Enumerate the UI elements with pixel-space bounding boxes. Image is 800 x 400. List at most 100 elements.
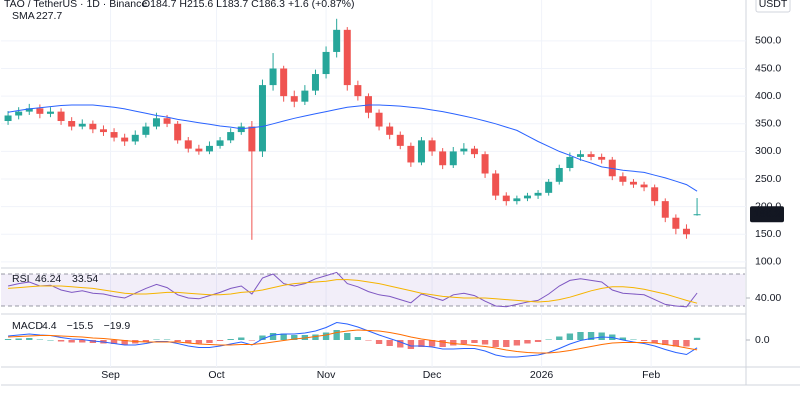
candle-body	[492, 173, 500, 196]
macd-histogram-bar	[662, 340, 669, 345]
indicator-line	[8, 279, 698, 304]
candle-body	[386, 126, 394, 135]
legend-value: 4.4	[42, 320, 57, 332]
candle-body	[36, 108, 44, 114]
candle-body	[184, 140, 192, 149]
candle-body	[651, 187, 659, 202]
y-tick-label: 0.0	[755, 334, 770, 346]
macd-histogram-bar	[259, 335, 266, 340]
candle-body	[640, 184, 648, 188]
candle-body	[68, 121, 76, 127]
candle-body	[46, 111, 54, 114]
macd-histogram-bar	[481, 340, 489, 345]
candle-body	[354, 85, 362, 97]
macd-histogram-bar	[227, 339, 234, 340]
candle-body	[237, 126, 245, 133]
candle-body	[693, 214, 701, 216]
candle-body	[57, 111, 65, 122]
rsi-band	[1, 274, 745, 306]
candle-body	[205, 145, 213, 152]
macd-histogram-bar	[471, 340, 478, 343]
y-tick-label: 250.0	[755, 173, 781, 185]
indicator-line	[7, 271, 698, 308]
x-tick-label: Oct	[208, 369, 224, 381]
macd-histogram-bar	[280, 333, 287, 340]
candle-body	[396, 134, 404, 146]
candle-body	[364, 96, 372, 113]
candle-body	[290, 96, 298, 102]
candle-body	[269, 68, 277, 86]
candle-body	[248, 126, 256, 152]
macd-histogram-bar	[460, 340, 468, 344]
macd-histogram-bar	[587, 332, 595, 340]
ohlc-legend: O184.7 H215.6 L183.7 C186.3 +1.6 (+0.87%…	[142, 0, 355, 10]
candle-body	[587, 154, 595, 157]
candle-body	[142, 126, 150, 135]
candle-body	[513, 198, 521, 202]
macd-histogram-bar	[174, 340, 181, 342]
x-tick-label: Sep	[101, 369, 120, 381]
macd-histogram-bar	[683, 340, 690, 347]
candle-body	[131, 134, 139, 142]
candle-body	[555, 167, 563, 182]
macd-histogram-bar	[566, 333, 574, 340]
candle-body	[502, 195, 510, 202]
chart-title: TAO / TetherUS · 1D · Binance	[4, 0, 147, 10]
candle-body	[152, 118, 160, 127]
macd-histogram-bar	[79, 340, 86, 343]
candle-body	[672, 217, 680, 229]
macd-histogram-bar	[492, 340, 499, 347]
candle-body	[25, 108, 33, 112]
candle-body	[523, 195, 531, 199]
macd-histogram-bar	[439, 340, 446, 347]
macd-histogram-bar	[619, 337, 627, 340]
y-tick-label: 450.0	[755, 62, 781, 74]
y-tick-label: 350.0	[755, 118, 781, 130]
candle-body	[15, 111, 23, 116]
indicator-line	[8, 329, 698, 354]
macd-histogram-bar	[577, 332, 584, 340]
macd-histogram-bar	[344, 333, 351, 340]
macd-histogram-bar	[206, 340, 213, 343]
macd-histogram-bar	[312, 334, 319, 340]
candle-body	[407, 145, 415, 163]
macd-histogram-bar	[354, 337, 362, 340]
macd-histogram-bar	[238, 337, 245, 340]
macd-histogram-bar	[407, 340, 415, 349]
macd-histogram-bar	[397, 340, 404, 348]
macd-histogram-bar	[185, 340, 192, 343]
macd-histogram-bar	[524, 340, 531, 344]
currency-label: USDT	[759, 0, 788, 10]
candle-body	[439, 151, 447, 166]
macd-histogram-bar	[513, 340, 521, 346]
macd-histogram-bar	[89, 340, 97, 343]
candle-body	[428, 140, 436, 152]
macd-histogram-bar	[216, 340, 224, 341]
indicator-line	[8, 104, 698, 192]
macd-histogram-bar	[269, 333, 277, 340]
candle-body	[78, 123, 86, 127]
y-tick-label: 100.0	[755, 256, 781, 268]
macd-histogram-bar	[110, 340, 118, 344]
candle-body	[227, 132, 235, 141]
candle-body	[470, 148, 478, 155]
y-tick-label: 500.0	[755, 35, 781, 47]
candle-body	[280, 68, 288, 97]
currency-box	[755, 0, 791, 13]
legend-value: 46.24	[35, 273, 61, 285]
macd-histogram-bar	[503, 340, 510, 347]
macd-histogram-bar	[365, 340, 372, 341]
macd-histogram-bar	[630, 339, 637, 340]
indicator-line	[8, 321, 698, 358]
candle-body	[545, 181, 553, 193]
y-tick-label: 400.0	[755, 90, 781, 102]
candle-body	[661, 201, 669, 218]
macd-histogram-bar	[248, 340, 256, 341]
candle-body	[619, 176, 627, 182]
candle-body	[375, 112, 383, 127]
macd-histogram-bar	[598, 332, 605, 340]
candle-body	[417, 140, 425, 163]
macd-histogram-bar	[375, 340, 383, 344]
